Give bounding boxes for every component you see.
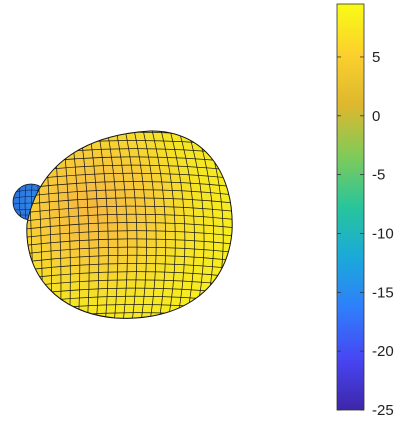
- mesh-line: [26, 205, 233, 215]
- mesh-line: [104, 130, 119, 319]
- mesh-line: [122, 130, 138, 319]
- colorbar-tick-label: -25: [372, 402, 394, 419]
- mesh-line: [26, 246, 233, 256]
- mesh-line: [26, 254, 233, 265]
- main-lobe-surface: [8, 119, 233, 331]
- mesh-line: [26, 222, 233, 232]
- colorbar-gradient: [336, 3, 365, 411]
- mesh-line: [148, 130, 167, 319]
- colorbar-tick-label: -10: [372, 225, 394, 242]
- mesh-line: [140, 130, 157, 319]
- mesh-line: [26, 238, 233, 248]
- mesh-line: [26, 213, 233, 224]
- mesh-line: [131, 130, 147, 319]
- colorbar-tick-label: -5: [372, 167, 385, 184]
- mesh-line: [17, 119, 25, 331]
- mesh-line: [87, 130, 100, 319]
- colorbar-tick-label: 0: [372, 108, 380, 125]
- mesh-line: [26, 263, 233, 273]
- colorbar: 5 0 -5 -10 -15 -20 -25: [336, 3, 394, 419]
- colorbar-tick-label: -20: [372, 343, 394, 360]
- colorbar-tick-label: 5: [372, 49, 380, 66]
- mesh-line: [113, 130, 128, 319]
- mesh-line: [157, 130, 176, 319]
- mesh-line: [26, 230, 233, 240]
- mesh-line: [8, 119, 16, 331]
- mesh-line: [96, 130, 109, 319]
- colorbar-tick-label: -15: [372, 284, 394, 301]
- mesh-line: [166, 130, 186, 319]
